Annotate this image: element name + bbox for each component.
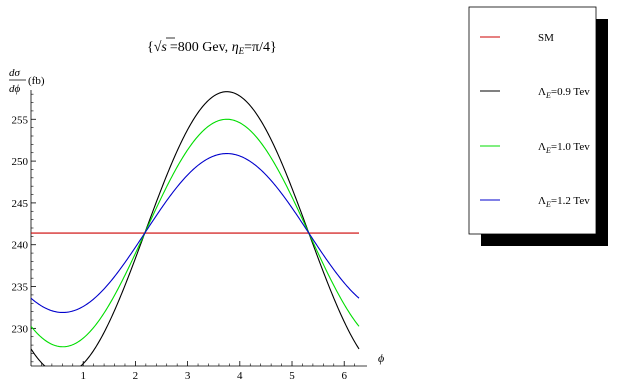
title-sqrt-arg: s	[161, 40, 167, 55]
x-tick-label: 1	[80, 370, 86, 381]
series-line-2	[31, 118, 360, 348]
ylabel-numerator: dσ	[9, 67, 21, 79]
x-tick-label: 3	[185, 370, 191, 381]
y-tick-label: 230	[12, 323, 29, 335]
x-ticks: 1 2 3 4 5 6	[41, 361, 355, 381]
series-lines	[31, 91, 360, 366]
y-tick-label: 250	[12, 156, 29, 168]
x-tick-label: 2	[133, 370, 139, 381]
x-tick-label: 5	[289, 370, 295, 381]
legend-items: SM ΛE=0.9 Tev ΛE=1.0 Tev ΛE=1.2 Tev	[480, 32, 590, 209]
title-brace-open: {	[147, 40, 154, 55]
legend-label: SM	[538, 32, 554, 44]
y-tick-label: 255	[12, 114, 29, 126]
legend-label: ΛE=0.9 Tev	[538, 86, 590, 100]
y-ticks: 230 235 240 245 250 255	[12, 93, 36, 363]
title-sqrt-symbol: √	[154, 40, 162, 55]
chart-title: {√s =800 Gev, ηE=π/4}	[147, 40, 277, 56]
legend-label: ΛE=1.2 Tev	[538, 195, 590, 209]
legend: SM ΛE=0.9 Tev ΛE=1.0 Tev ΛE=1.2 Tev	[468, 6, 608, 246]
x-tick-label: 6	[341, 370, 347, 381]
y-tick-label: 245	[12, 198, 29, 210]
x-tick-label: 4	[237, 370, 243, 381]
x-axis-label: ϕ	[378, 351, 384, 365]
title-eta: η	[232, 40, 239, 55]
y-tick-label: 235	[12, 282, 29, 294]
ylabel-unit: (fb)	[28, 75, 45, 87]
title-brace-close: }	[270, 40, 277, 55]
ylabel-denominator: dϕ	[9, 83, 21, 95]
title-energy: =800 Gev,	[170, 40, 232, 55]
title-eta-val: =π/4	[244, 40, 270, 55]
series-line-3	[31, 153, 360, 314]
y-tick-label: 240	[12, 240, 29, 252]
series-line-1	[31, 91, 360, 366]
legend-box	[468, 6, 597, 235]
legend-label: ΛE=1.0 Tev	[538, 141, 590, 155]
title-eta-sub: E	[238, 46, 245, 56]
